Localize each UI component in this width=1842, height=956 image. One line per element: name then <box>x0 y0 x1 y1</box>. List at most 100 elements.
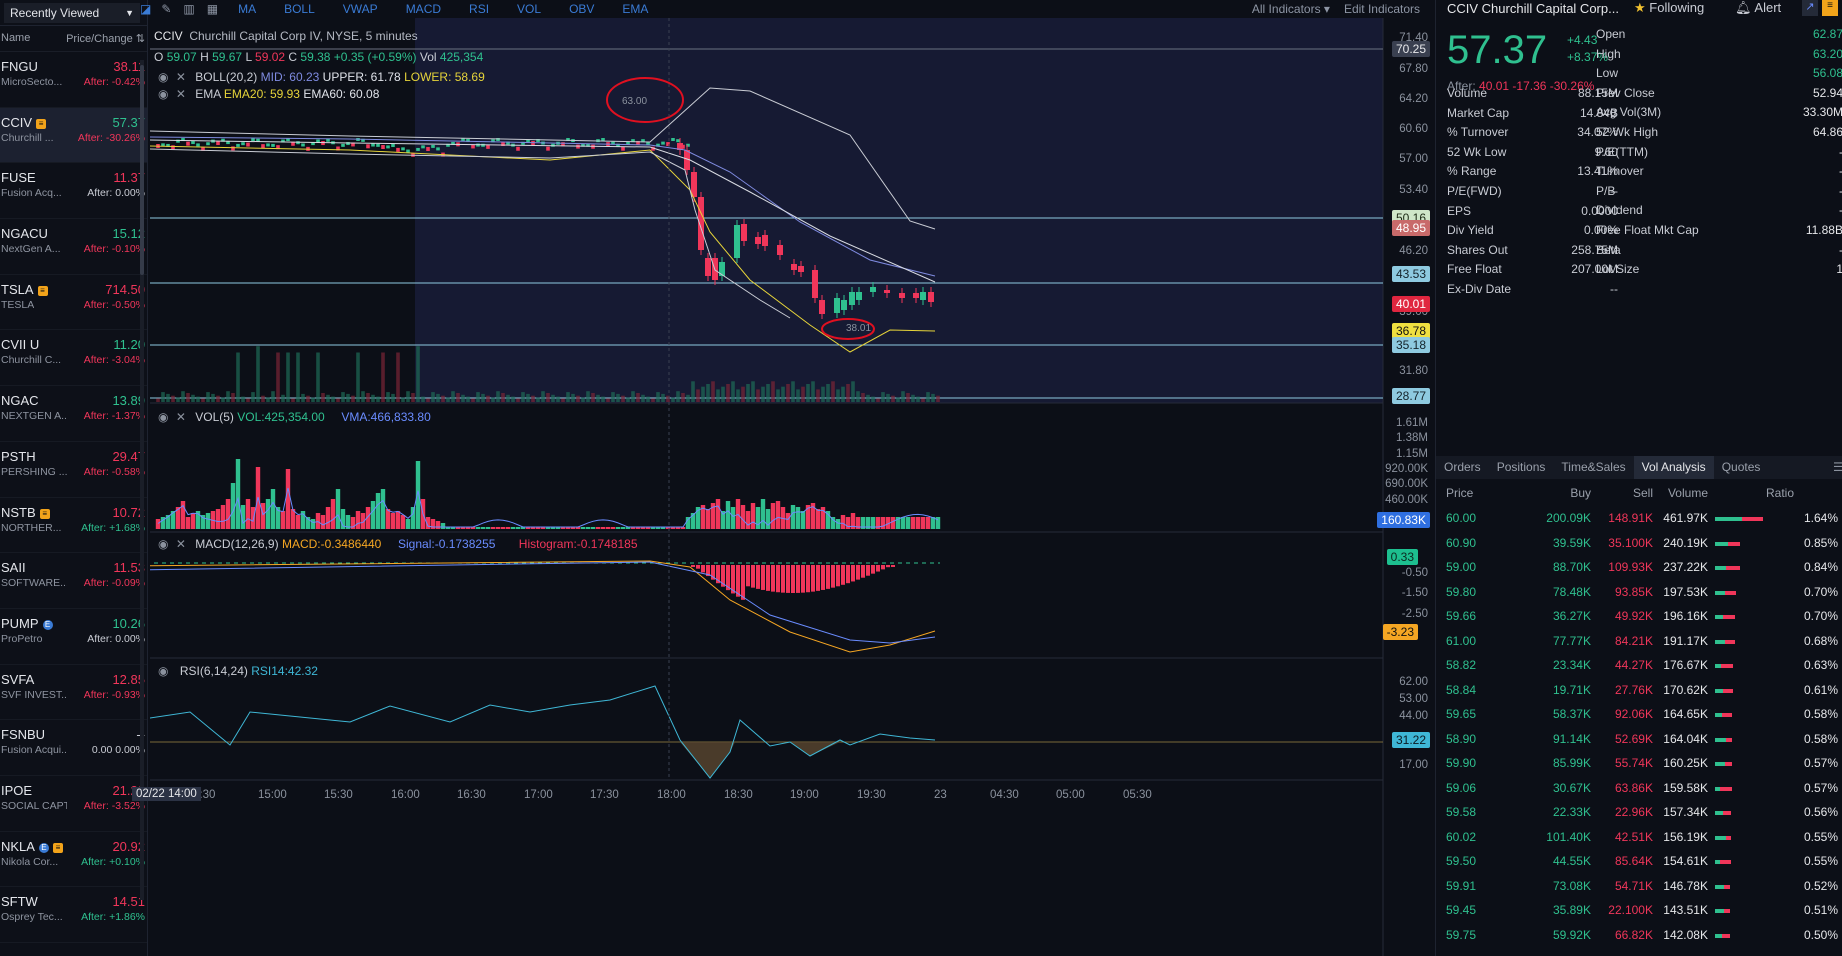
vol-analysis-row[interactable]: 59.80 78.48K 93.85K 197.53K 0.70% <box>1436 581 1842 605</box>
eye-icon[interactable]: ◉ <box>158 410 169 424</box>
watchlist-item[interactable]: SAII 11.53 SOFTWARE... After: -0.09% <box>0 553 147 609</box>
watchlist-item[interactable]: IPOE 21.29 SOCIAL CAPT After: -3.52% <box>0 776 147 832</box>
close-icon[interactable]: ✕ <box>175 410 186 424</box>
vol-analysis-row[interactable]: 59.58 22.33K 22.96K 157.34K 0.56% <box>1436 801 1842 825</box>
eye-icon[interactable]: ◉ <box>158 664 169 678</box>
tab-volanalysis[interactable]: Vol Analysis <box>1633 456 1714 479</box>
vol-analysis-col-header[interactable]: Ratio <box>1766 486 1795 500</box>
eye-icon[interactable]: ◉ <box>158 537 169 551</box>
indicator-macd[interactable]: MACD <box>405 2 442 16</box>
stat-label: Open <box>1596 27 1626 41</box>
indicator-vwap[interactable]: VWAP <box>342 2 378 16</box>
overlay-volume-bar <box>911 394 915 402</box>
vol-analysis-row[interactable]: 58.84 19.71K 27.76K 170.62K 0.61% <box>1436 679 1842 703</box>
volume-bar <box>265 499 271 529</box>
close-icon[interactable]: ✕ <box>175 70 186 84</box>
watchlist-item[interactable]: FUSE 11.37 Fusion Acq... After: 0.00% <box>0 163 147 220</box>
close-icon[interactable]: ✕ <box>175 537 186 551</box>
tab-quotes[interactable]: Quotes <box>1721 460 1761 474</box>
chart-link-icon[interactable]: ↗ <box>1802 0 1818 16</box>
indicator-rsi[interactable]: RSI <box>469 2 490 16</box>
layout-icon[interactable]: ▦ <box>206 2 219 16</box>
indicator-boll[interactable]: BOLL <box>284 2 315 16</box>
indicator-vol[interactable]: VOL <box>517 2 542 16</box>
indicator-ema[interactable]: EMA <box>622 2 649 16</box>
price-axis[interactable]: 71.40 67.80 64.20 60.60 57.00 53.40 46.20 39.00… <box>1377 18 1432 956</box>
watchlist-item[interactable]: PUMP E 10.26 ProPetro After: 0.00% <box>0 609 147 665</box>
tab-timesales[interactable]: Time&Sales <box>1561 460 1626 474</box>
menu-icon[interactable]: ≡ <box>1822 0 1838 16</box>
col-name-header[interactable]: Name <box>1 32 31 44</box>
vol-analysis-row[interactable]: 59.90 85.99K 55.74K 160.25K 0.57% <box>1436 752 1842 776</box>
tab-orders[interactable]: Orders <box>1444 460 1481 474</box>
vol-analysis-col-header[interactable]: Buy <box>1570 486 1591 500</box>
more-icon[interactable]: ☰ <box>1833 460 1842 474</box>
vol-analysis-col-header[interactable]: Price <box>1446 486 1474 500</box>
volume-bar <box>670 527 676 529</box>
all-indicators-menu[interactable]: All Indicators ▾ <box>1251 2 1330 16</box>
watchlist-item[interactable]: PSTH 29.47 PERSHING ... After: -0.58% <box>0 442 147 498</box>
overlay-volume-bar <box>551 394 555 402</box>
watchlist-item[interactable]: SFTW 14.51 Osprey Tec... After: +1.86% <box>0 887 147 943</box>
watchlist-scrollbar[interactable] <box>140 60 144 900</box>
va-price: 59.66 <box>1446 609 1477 623</box>
alert-button[interactable]: 🔔︎ Alert <box>1735 0 1781 16</box>
following-button[interactable]: ★ Following <box>1634 0 1704 16</box>
vol-analysis-row[interactable]: 60.02 101.40K 42.51K 156.19K 0.55% <box>1436 826 1842 850</box>
watchlist-item[interactable]: NKLA E ≡ 20.92 Nikola Cor... After: +0.10% <box>0 832 147 888</box>
watchlist-row-bottom: ProPetro After: 0.00% <box>1 633 145 645</box>
draw-tool-icon[interactable]: ✎ <box>161 2 172 16</box>
volume-bar <box>630 527 636 529</box>
va-buy-fill <box>1715 566 1727 570</box>
watchlist-item[interactable]: SVFA 12.85 SVF INVEST... After: -0.93% <box>0 665 147 721</box>
eye-icon[interactable]: ◉ <box>158 87 169 101</box>
overlay-volume-bar <box>886 393 890 402</box>
eye-icon[interactable]: ◉ <box>158 70 169 84</box>
va-sell: 52.69K <box>1614 731 1653 746</box>
overlay-volume-bar <box>816 389 820 402</box>
time-axis-label: 15:00 <box>258 789 287 801</box>
vol-analysis-col-header[interactable]: Volume <box>1667 486 1708 500</box>
indicator-ma[interactable]: MA <box>238 2 257 16</box>
vol-analysis-row[interactable]: 60.90 39.59K 35.100K 240.19K 0.85% <box>1436 532 1842 556</box>
price-axis-label: 64.20 <box>1399 93 1428 105</box>
vol-analysis-row[interactable]: 59.65 58.37K 92.06K 164.65K 0.58% <box>1436 703 1842 727</box>
chart-type-icon[interactable]: ◪ <box>140 2 152 16</box>
watchlist-item[interactable]: NGAC 13.89 NEXTGEN A... After: -1.37% <box>0 386 147 442</box>
tab-positions[interactable]: Positions <box>1496 460 1546 474</box>
watchlist-item[interactable]: CVII U 11.20 Churchill C... After: -3.04% <box>0 330 147 387</box>
vol-analysis-row[interactable]: 59.91 73.08K 54.71K 146.78K 0.52% <box>1436 875 1842 899</box>
vol-analysis-row[interactable]: 61.00 77.77K 84.21K 191.17K 0.68% <box>1436 630 1842 654</box>
vol-analysis-col-header[interactable]: Sell <box>1632 486 1653 500</box>
vol-analysis-row[interactable]: 59.50 44.55K 85.64K 154.61K 0.55% <box>1436 850 1842 874</box>
watchlist-selector[interactable]: Recently Viewed ▼ <box>4 3 140 23</box>
chart-area[interactable]: ◪ ✎ ▥ ▦ MA BOLL VWAP MACD RSI VOL OBV EMA All I… <box>132 0 1432 956</box>
candle <box>856 292 862 300</box>
candle <box>913 293 919 298</box>
vol-analysis-row[interactable]: 58.82 23.34K 44.27K 176.67K 0.63% <box>1436 654 1842 678</box>
watchlist-item[interactable]: TSLA ≡ 714.50 TESLA After: -0.50% <box>0 275 147 331</box>
edit-indicators-button[interactable]: Edit Indicators <box>1343 2 1420 16</box>
indicator-obv[interactable]: OBV <box>569 2 595 16</box>
watchlist-item[interactable]: FNGU 38.11 MicroSecto... After: -0.42% <box>0 52 147 108</box>
vol-analysis-row[interactable]: 59.06 30.67K 63.86K 159.58K 0.57% <box>1436 777 1842 801</box>
va-volume-bar <box>1715 688 1733 693</box>
vol-analysis-row[interactable]: 60.00 200.09K 148.91K 461.97K 1.64% <box>1436 507 1842 531</box>
compare-icon[interactable]: ▥ <box>183 2 195 16</box>
close-icon[interactable]: ✕ <box>175 87 186 101</box>
chart-canvas[interactable] <box>150 0 1432 956</box>
vol-analysis-row[interactable]: 59.00 88.70K 109.93K 237.22K 0.84% <box>1436 556 1842 580</box>
watchlist-item[interactable]: NGACU 15.12 NextGen A... After: -0.10% <box>0 219 147 275</box>
watchlist-item[interactable]: NSTB ≡ 10.72 NORTHER... After: +1.68% <box>0 498 147 554</box>
volume-bar <box>165 515 171 529</box>
vol-analysis-row[interactable]: 59.45 35.89K 22.100K 143.51K 0.51% <box>1436 899 1842 923</box>
watchlist-scroll-thumb[interactable] <box>140 65 144 275</box>
stat-label: 52 Wk Low <box>1447 144 1507 159</box>
col-price-header[interactable]: Price/Change ⇅ <box>66 32 145 51</box>
watchlist-item[interactable]: CCIV ≡ 57.37 Churchill ... After: -30.26% <box>0 107 147 164</box>
vol-analysis-row[interactable]: 59.75 59.92K 66.82K 142.08K 0.50% <box>1436 924 1842 948</box>
vol-analysis-row[interactable]: 58.90 91.14K 52.69K 164.04K 0.58% <box>1436 728 1842 752</box>
watchlist-item[interactable]: FSNBU-- Fusion Acqui... 0.00 0.00% <box>0 720 147 776</box>
vol-analysis-row[interactable]: 59.66 36.27K 49.92K 196.16K 0.70% <box>1436 605 1842 629</box>
volume-bar <box>600 527 606 529</box>
